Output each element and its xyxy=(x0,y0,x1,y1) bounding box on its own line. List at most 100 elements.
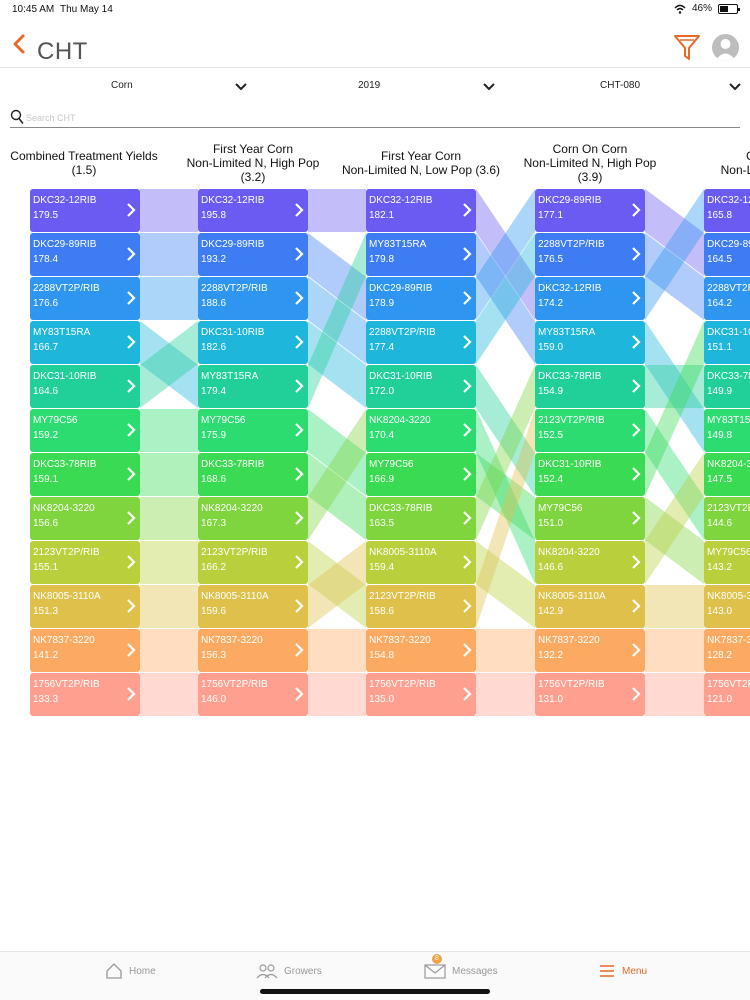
filter-icon[interactable] xyxy=(672,32,702,62)
hybrid-card[interactable]: 1756VT2P/RIB 121.0 xyxy=(704,673,750,716)
chevron-right-icon xyxy=(632,379,641,393)
hybrid-card[interactable]: 2123VT2P/RIB 158.6 xyxy=(366,585,476,628)
hybrid-card[interactable]: MY79C56 143.2 xyxy=(704,541,750,584)
hybrid-card[interactable]: DKC33-78RIB 168.6 xyxy=(198,453,308,496)
hybrid-card[interactable]: NK7837-3220 141.2 xyxy=(30,629,140,672)
hybrid-card[interactable]: NK8204-3220 147.5 xyxy=(704,453,750,496)
hybrid-card[interactable]: 2123VT2P/RIB 144.6 xyxy=(704,497,750,540)
hybrid-card[interactable]: NK8005-3110A 143.0 xyxy=(704,585,750,628)
year-selector[interactable]: 2019 xyxy=(358,80,381,91)
chevron-right-icon xyxy=(295,379,304,393)
rank-link xyxy=(140,453,198,496)
hybrid-card[interactable]: 2123VT2P/RIB 155.1 xyxy=(30,541,140,584)
hybrid-yield: 182.6 xyxy=(201,342,227,353)
cht-selector[interactable]: CHT-080 xyxy=(600,80,641,91)
hybrid-card[interactable]: NK7837-3220 128.2 xyxy=(704,629,750,672)
hybrid-card[interactable]: NK8005-3110A 151.3 xyxy=(30,585,140,628)
hybrid-card[interactable]: MY79C56 166.9 xyxy=(366,453,476,496)
tab-messages[interactable]: 8 Messages xyxy=(424,954,498,980)
hybrid-yield: 168.6 xyxy=(201,474,227,485)
hybrid-card[interactable]: MY83T15RA 166.7 xyxy=(30,321,140,364)
hybrid-card[interactable]: NK8204-3220 156.6 xyxy=(30,497,140,540)
hybrid-card[interactable]: DKC29-89RIB 193.2 xyxy=(198,233,308,276)
hybrid-card[interactable]: 2288VT2P/RIB 177.4 xyxy=(366,321,476,364)
hybrid-card[interactable]: NK8005-3110A 159.4 xyxy=(366,541,476,584)
hybrid-card[interactable]: DKC33-78RIB 154.9 xyxy=(535,365,645,408)
hybrid-card[interactable]: 2288VT2P/RIB 176.5 xyxy=(535,233,645,276)
hybrid-yield: 177.4 xyxy=(369,342,395,353)
hybrid-card[interactable]: 1756VT2P/RIB 133.3 xyxy=(30,673,140,716)
chevron-down-icon[interactable] xyxy=(728,82,742,92)
rank-link xyxy=(308,453,366,540)
hybrid-card[interactable]: DKC29-89RIB 178.9 xyxy=(366,277,476,320)
hybrid-card[interactable]: MY79C56 175.9 xyxy=(198,409,308,452)
hybrid-yield: 177.1 xyxy=(538,210,564,221)
hybrid-card[interactable]: DKC32-12RIB 165.8 xyxy=(704,189,750,232)
hybrid-card[interactable]: DKC33-78RIB 159.1 xyxy=(30,453,140,496)
hybrid-card[interactable]: DKC32-12RIB 174.2 xyxy=(535,277,645,320)
hybrid-card[interactable]: DKC32-12RIB 195.8 xyxy=(198,189,308,232)
hybrid-yield: 176.5 xyxy=(538,254,564,265)
search-input[interactable] xyxy=(26,111,726,125)
hybrid-card[interactable]: DKC33-78RIB 163.5 xyxy=(366,497,476,540)
hybrid-card[interactable]: NK8005-3110A 142.9 xyxy=(535,585,645,628)
hybrid-card[interactable]: DKC31-10RIB 182.6 xyxy=(198,321,308,364)
hybrid-card[interactable]: 2288VT2P/RIB 176.6 xyxy=(30,277,140,320)
tab-growers[interactable]: Growers xyxy=(256,962,322,980)
hybrid-card[interactable]: DKC32-12RIB 182.1 xyxy=(366,189,476,232)
rank-link xyxy=(476,365,535,540)
tab-home[interactable]: Home xyxy=(105,962,156,980)
hybrid-card[interactable]: MY79C56 151.0 xyxy=(535,497,645,540)
hybrid-card[interactable]: NK7837-3220 156.3 xyxy=(198,629,308,672)
hybrid-card[interactable]: MY83T15RA 179.8 xyxy=(366,233,476,276)
rank-link xyxy=(645,321,704,496)
hybrid-yield: 149.8 xyxy=(707,430,733,441)
hybrid-card[interactable]: 1756VT2P/RIB 146.0 xyxy=(198,673,308,716)
hybrid-card[interactable]: NK8005-3110A 159.6 xyxy=(198,585,308,628)
hybrid-name: NK7837-3220 xyxy=(707,635,750,646)
hybrid-card[interactable]: DKC31-10RIB 164.6 xyxy=(30,365,140,408)
hybrid-yield: 195.8 xyxy=(201,210,227,221)
hybrid-yield: 188.6 xyxy=(201,298,227,309)
chevron-right-icon xyxy=(463,467,472,481)
hybrid-card[interactable]: DKC33-78RIB 149.9 xyxy=(704,365,750,408)
hybrid-card[interactable]: NK8204-3220 170.4 xyxy=(366,409,476,452)
hamburger-icon xyxy=(600,965,614,977)
hybrid-card[interactable]: DKC29-89RIB 164.5 xyxy=(704,233,750,276)
back-chevron-icon[interactable] xyxy=(8,32,32,56)
chevron-down-icon[interactable] xyxy=(482,82,496,92)
hybrid-card[interactable]: DKC29-89RIB 178.4 xyxy=(30,233,140,276)
hybrid-name: MY83T15RA xyxy=(707,415,750,426)
hybrid-card[interactable]: DKC32-12RIB 179.5 xyxy=(30,189,140,232)
hybrid-card[interactable]: DKC31-10RIB 151.1 xyxy=(704,321,750,364)
hybrid-card[interactable]: 1756VT2P/RIB 135.0 xyxy=(366,673,476,716)
hybrid-card[interactable]: 2123VT2P/RIB 166.2 xyxy=(198,541,308,584)
chevron-down-icon[interactable] xyxy=(234,82,248,92)
hybrid-card[interactable]: MY79C56 159.2 xyxy=(30,409,140,452)
hybrid-card[interactable]: DKC31-10RIB 152.4 xyxy=(535,453,645,496)
hybrid-card[interactable]: DKC31-10RIB 172.0 xyxy=(366,365,476,408)
hybrid-card[interactable]: NK8204-3220 167.3 xyxy=(198,497,308,540)
hybrid-card[interactable]: 2288VT2P/RIB 164.2 xyxy=(704,277,750,320)
hybrid-card[interactable]: NK7837-3220 132.2 xyxy=(535,629,645,672)
avatar[interactable] xyxy=(712,34,739,61)
hybrid-card[interactable]: MY83T15RA 159.0 xyxy=(535,321,645,364)
hybrid-card[interactable]: DKC29-89RIB 177.1 xyxy=(535,189,645,232)
hybrid-card[interactable]: 2123VT2P/RIB 152.5 xyxy=(535,409,645,452)
hybrid-card[interactable]: 1756VT2P/RIB 131.0 xyxy=(535,673,645,716)
hybrid-card[interactable]: NK8204-3220 146.6 xyxy=(535,541,645,584)
hybrid-name: DKC33-78RIB xyxy=(33,459,97,470)
rank-link xyxy=(140,277,198,320)
hybrid-card[interactable]: 2288VT2P/RIB 188.6 xyxy=(198,277,308,320)
chevron-right-icon xyxy=(295,511,304,525)
crop-selector[interactable]: Corn xyxy=(111,80,133,91)
hybrid-card[interactable]: MY83T15RA 179.4 xyxy=(198,365,308,408)
chevron-right-icon xyxy=(463,291,472,305)
hybrid-name: DKC31-10RIB xyxy=(201,327,265,338)
hybrid-name: DKC29-89RIB xyxy=(33,239,97,250)
hybrid-card[interactable]: MY83T15RA 149.8 xyxy=(704,409,750,452)
hybrid-card[interactable]: NK7837-3220 154.8 xyxy=(366,629,476,672)
tab-home-label: Home xyxy=(129,965,156,977)
chevron-right-icon xyxy=(127,379,136,393)
tab-menu[interactable]: Menu xyxy=(598,962,647,980)
